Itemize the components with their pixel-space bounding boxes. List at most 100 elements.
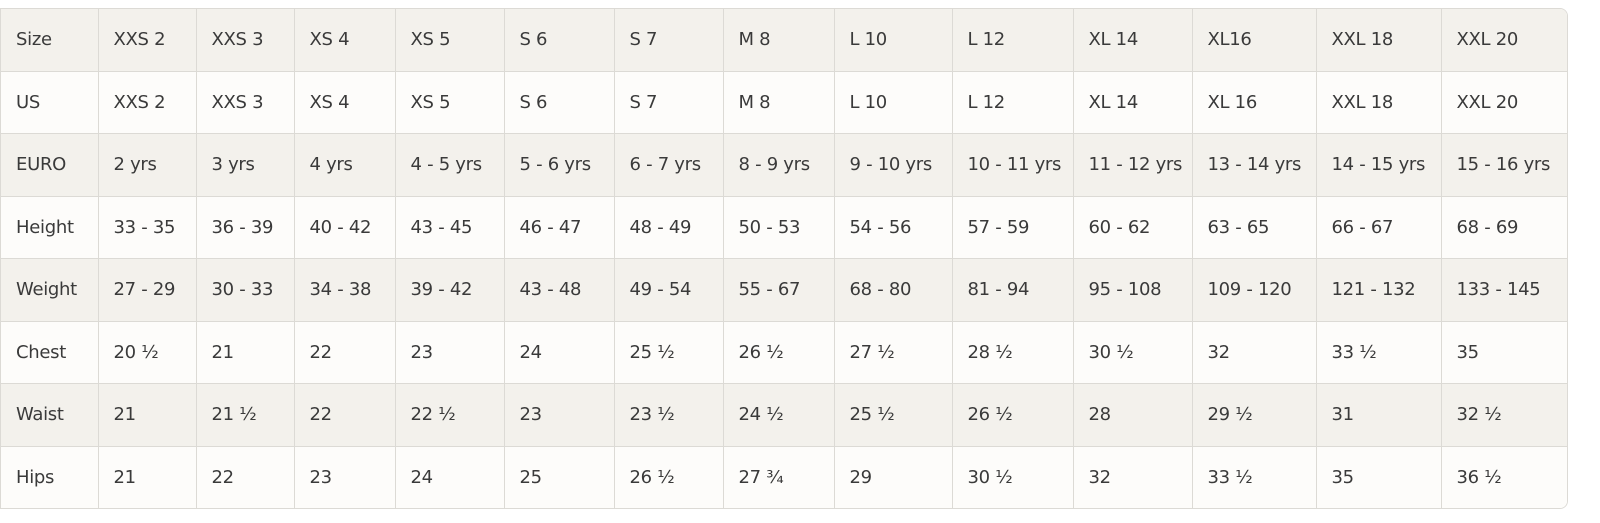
cell: XL 14 (1073, 9, 1193, 72)
cell: 35 (1441, 321, 1567, 384)
cell: 5 - 6 yrs (504, 133, 615, 197)
cell: 34 - 38 (294, 258, 396, 322)
cell: XL16 (1192, 9, 1317, 72)
cell: 109 - 120 (1192, 258, 1317, 322)
cell: 24 (395, 446, 505, 508)
cell: 23 (294, 446, 396, 508)
cell: L 10 (834, 9, 953, 72)
cell: 24 (504, 321, 615, 384)
cell: 25 (504, 446, 615, 508)
cell: XXS 2 (98, 9, 197, 72)
cell: 21 (196, 321, 295, 384)
row-label: Waist (1, 383, 99, 447)
cell: 30 - 33 (196, 258, 295, 322)
cell: 32 (1192, 321, 1317, 384)
cell: L 10 (834, 71, 953, 134)
cell: M 8 (723, 9, 835, 72)
cell: 43 - 45 (395, 196, 505, 259)
cell: 43 - 48 (504, 258, 615, 322)
row-label: Size (1, 9, 99, 72)
cell: 55 - 67 (723, 258, 835, 322)
cell: 22 (196, 446, 295, 508)
cell: 63 - 65 (1192, 196, 1317, 259)
cell: 49 - 54 (614, 258, 724, 322)
table-row: EURO 2 yrs 3 yrs 4 yrs 4 - 5 yrs 5 - 6 yrs 6 -… (1, 133, 1567, 197)
cell: 68 - 69 (1441, 196, 1567, 259)
cell: XS 5 (395, 9, 505, 72)
cell: 4 - 5 yrs (395, 133, 505, 197)
table-row: Chest 20 ½ 21 22 23 24 25 ½ 26 ½ 27 ½ 28 ½ 30 ½ 32 3… (1, 321, 1567, 384)
cell: 31 (1316, 383, 1442, 447)
cell: L 12 (952, 71, 1074, 134)
cell: XXL 18 (1316, 71, 1442, 134)
cell: 13 - 14 yrs (1192, 133, 1317, 197)
cell: 32 ½ (1441, 383, 1567, 447)
cell: 33 - 35 (98, 196, 197, 259)
cell: 27 ½ (834, 321, 953, 384)
cell: XXL 20 (1441, 9, 1567, 72)
cell: 21 (98, 446, 197, 508)
cell: 23 ½ (614, 383, 724, 447)
cell: 20 ½ (98, 321, 197, 384)
cell: 15 - 16 yrs (1441, 133, 1567, 197)
cell: L 12 (952, 9, 1074, 72)
cell: 46 - 47 (504, 196, 615, 259)
cell: 21 (98, 383, 197, 447)
table-row: Height 33 - 35 36 - 39 40 - 42 43 - 45 46 - 4… (1, 196, 1567, 259)
cell: 23 (395, 321, 505, 384)
row-label: Weight (1, 258, 99, 322)
cell: 57 - 59 (952, 196, 1074, 259)
cell: 32 (1073, 446, 1193, 508)
table-row: Weight 27 - 29 30 - 33 34 - 38 39 - 42 43 - 4… (1, 258, 1567, 322)
cell: 29 ½ (1192, 383, 1317, 447)
row-label: EURO (1, 133, 99, 197)
cell: 40 - 42 (294, 196, 396, 259)
cell: 68 - 80 (834, 258, 953, 322)
cell: S 7 (614, 9, 724, 72)
cell: XL 14 (1073, 71, 1193, 134)
cell: 6 - 7 yrs (614, 133, 724, 197)
table-row: Waist 21 21 ½ 22 22 ½ 23 23 ½ 24 ½ 25 ½ 26 ½ 28 29 … (1, 383, 1567, 447)
cell: 66 - 67 (1316, 196, 1442, 259)
cell: XXS 2 (98, 71, 197, 134)
cell: 14 - 15 yrs (1316, 133, 1442, 197)
cell: XXS 3 (196, 9, 295, 72)
cell: 33 ½ (1192, 446, 1317, 508)
cell: 39 - 42 (395, 258, 505, 322)
cell: 54 - 56 (834, 196, 953, 259)
cell: 29 (834, 446, 953, 508)
cell: 60 - 62 (1073, 196, 1193, 259)
cell: 24 ½ (723, 383, 835, 447)
cell: 22 (294, 383, 396, 447)
cell: XXS 3 (196, 71, 295, 134)
cell: 35 (1316, 446, 1442, 508)
cell: 23 (504, 383, 615, 447)
cell: 30 ½ (952, 446, 1074, 508)
cell: 26 ½ (614, 446, 724, 508)
cell: XXL 18 (1316, 9, 1442, 72)
cell: 11 - 12 yrs (1073, 133, 1193, 197)
cell: 22 ½ (395, 383, 505, 447)
cell: M 8 (723, 71, 835, 134)
cell: 3 yrs (196, 133, 295, 197)
cell: 21 ½ (196, 383, 295, 447)
cell: 10 - 11 yrs (952, 133, 1074, 197)
cell: XS 4 (294, 71, 396, 134)
cell: 121 - 132 (1316, 258, 1442, 322)
cell: 22 (294, 321, 396, 384)
row-label: Chest (1, 321, 99, 384)
cell: 25 ½ (834, 383, 953, 447)
cell: 95 - 108 (1073, 258, 1193, 322)
cell: 26 ½ (723, 321, 835, 384)
row-label: Height (1, 196, 99, 259)
cell: 36 - 39 (196, 196, 295, 259)
table-row: Hips 21 22 23 24 25 26 ½ 27 ¾ 29 30 ½ 32 33 ½ 35 36 ½ (1, 446, 1567, 508)
cell: S 7 (614, 71, 724, 134)
cell: 36 ½ (1441, 446, 1567, 508)
cell: 33 ½ (1316, 321, 1442, 384)
cell: 25 ½ (614, 321, 724, 384)
cell: 28 ½ (952, 321, 1074, 384)
